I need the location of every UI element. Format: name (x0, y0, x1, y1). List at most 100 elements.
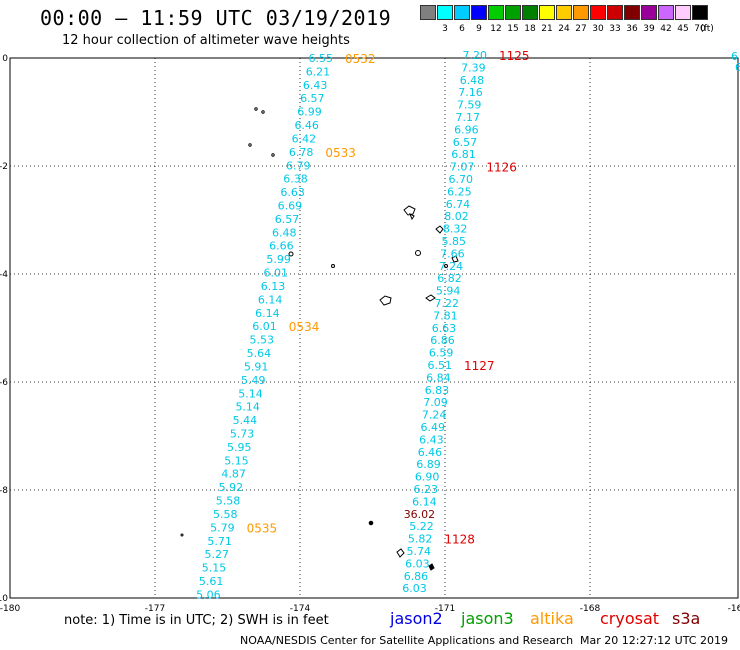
swh-value: 6.46 (294, 119, 319, 132)
color-scale-label: 9 (476, 24, 482, 34)
color-scale-unit: (ft) (700, 24, 714, 34)
island (435, 225, 444, 234)
swh-value: 6.84 (426, 371, 451, 384)
swh-value: 7.07 (450, 161, 475, 174)
longitude-tick-label: -168 (580, 604, 601, 614)
swh-value: 7.66 (440, 247, 465, 260)
swh-value: 6.59 (429, 347, 454, 360)
swh-value: 5.06 (196, 588, 221, 601)
swh-value: 6.83 (425, 384, 450, 397)
swh-value: 5.85 (442, 235, 467, 248)
color-swatch (505, 5, 521, 20)
swh-value: 5.71 (207, 535, 232, 548)
swh-value: 6.69 (278, 200, 303, 213)
swh-value: 6.01 (264, 267, 289, 280)
swh-value: 6.79 (286, 159, 311, 172)
longitude-tick-label: -171 (435, 604, 455, 614)
units-note: note: 1) Time is in UTC; 2) SWH is in fe… (64, 613, 329, 628)
longitude-tick-label: -180 (0, 604, 20, 614)
swh-value: 6.51 (428, 359, 453, 372)
color-scale-label: 3 (442, 24, 448, 34)
island (368, 520, 374, 526)
color-scale-label: 15 (507, 24, 519, 34)
color-scale-label: 42 (660, 24, 672, 34)
island (180, 533, 184, 537)
swh-value: 5.74 (407, 545, 432, 558)
swh-value: 6.99 (297, 106, 322, 119)
island (409, 212, 415, 221)
edge-swh-value: 6 (735, 61, 740, 74)
swh-value: 6.86 (404, 570, 429, 583)
swh-value: 5.91 (244, 360, 269, 373)
swh-value: 6.01 (252, 320, 277, 333)
map-title: 00:00 – 11:59 UTC 03/19/2019 (40, 6, 392, 30)
color-swatch (573, 5, 589, 20)
swh-value: 4.87 (221, 468, 246, 481)
island (428, 563, 435, 571)
island (396, 548, 405, 558)
island (248, 143, 252, 147)
swh-value: 6.43 (419, 433, 444, 446)
color-swatch (658, 5, 674, 20)
island (379, 295, 392, 306)
swh-value: 6.89 (416, 458, 441, 471)
island-outlines (180, 107, 459, 571)
color-scale-label: 36 (626, 24, 638, 34)
swh-value: 6.55 (309, 52, 334, 65)
swh-value: 6.48 (460, 74, 485, 87)
map-subtitle: 12 hour collection of altimeter wave hei… (62, 33, 350, 48)
color-swatch (454, 5, 470, 20)
island (425, 294, 436, 302)
color-swatch (420, 5, 436, 20)
edge-swh-values: 66 (731, 50, 740, 74)
pass-time-label: 1127 (464, 359, 495, 373)
swh-value: 6.57 (453, 136, 478, 149)
swh-value: 5.15 (202, 562, 227, 575)
island (415, 250, 421, 256)
swh-value: 7.17 (456, 111, 481, 124)
swh-value: 6.86 (430, 334, 455, 347)
swh-value: 6.49 (421, 421, 446, 434)
swh-value: 6.81 (451, 148, 476, 161)
pass-time-label: 1125 (499, 49, 530, 63)
swh-value: 6.57 (275, 213, 300, 226)
color-swatch (539, 5, 555, 20)
pass-time-label: 1126 (486, 161, 517, 175)
swh-value: 6.63 (280, 186, 305, 199)
swh-value: 6.14 (258, 293, 283, 306)
swh-value: 6.14 (412, 495, 437, 508)
swh-value: 5.64 (247, 347, 272, 360)
swh-value: 5.27 (205, 548, 230, 561)
island (331, 264, 335, 268)
edge-swh-value: 6 (731, 50, 738, 63)
swh-value: 8.32 (443, 223, 468, 236)
satellite-legend-s3a: s3a (672, 609, 701, 628)
color-scale-label: 45 (677, 24, 689, 34)
color-swatch (590, 5, 606, 20)
color-scale-label: 70 (694, 24, 706, 34)
swh-value: 6.03 (402, 582, 427, 595)
satellite-legend-jason3: jason3 (461, 609, 514, 628)
color-scale-label: 6 (459, 24, 465, 34)
island (261, 110, 265, 114)
island (254, 107, 258, 111)
swh-value: 6.57 (300, 92, 325, 105)
pass-time-label: 0532 (345, 52, 376, 66)
swh-value: 7.22 (435, 297, 460, 310)
swh-value: 6.48 (272, 226, 297, 239)
color-scale-label: 30 (592, 24, 604, 34)
swh-value: 7.16 (458, 86, 483, 99)
swh-value: 5.53 (249, 334, 274, 347)
swh-value: 5.58 (216, 495, 241, 508)
color-swatch (471, 5, 487, 20)
swh-value: 7.39 (461, 61, 486, 74)
color-scale-label: 18 (524, 24, 536, 34)
satellite-legend-cryosat: cryosat (600, 609, 660, 628)
color-swatch (437, 5, 453, 20)
color-scale-label: 33 (609, 24, 621, 34)
color-scale-label: 39 (643, 24, 655, 34)
latitude-tick-label: -10 (0, 594, 8, 604)
swh-value: 5.79 (210, 521, 235, 534)
pass-time-label: 0535 (247, 521, 278, 535)
